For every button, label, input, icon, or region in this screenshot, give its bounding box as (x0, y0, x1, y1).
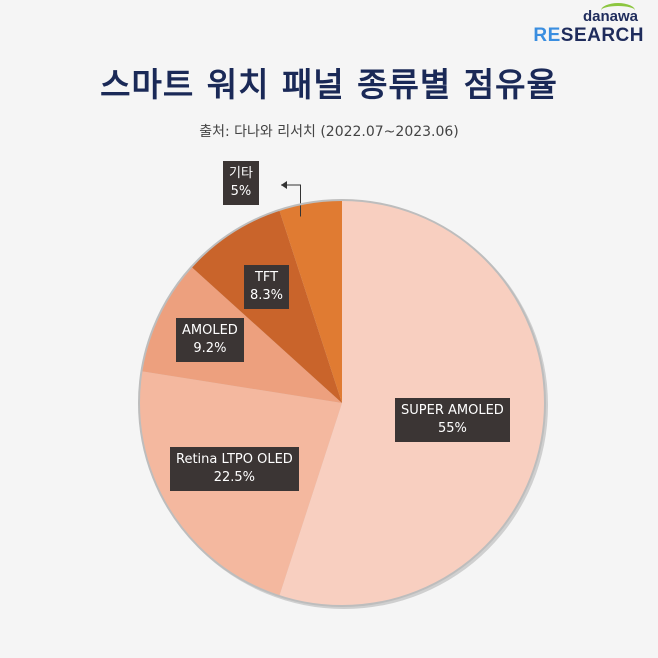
slice-label-value: 9.2% (193, 341, 227, 356)
slice-label: 기타 5% (223, 161, 259, 205)
logo-rest: SEARCH (560, 25, 644, 46)
chart-source: 출처: 다나와 리서치 (2022.07~2023.06) (199, 124, 459, 140)
chart-title: 스마트 워치 패널 종류별 점유율 (100, 65, 558, 104)
pie-slice (279, 200, 342, 403)
leader-line (281, 184, 301, 217)
slice-label-value: 5% (230, 184, 252, 199)
leader-arrow-icon (281, 181, 287, 189)
logo-accent: RE (533, 25, 561, 46)
logo-arc-icon (600, 3, 635, 18)
slice-label: AMOLED 9.2% (176, 318, 244, 362)
slice-label-name: TFT (254, 270, 279, 285)
slice-label-name: SUPER AMOLED (401, 403, 504, 418)
slice-label-name: AMOLED (182, 323, 238, 338)
logo-bottom-text: RESEARCH (533, 26, 644, 45)
slice-label-value: 55% (437, 421, 467, 436)
pie-rim (138, 199, 546, 607)
slice-label: Retina LTPO OLED 22.5% (170, 447, 299, 491)
slice-label: TFT 8.3% (244, 265, 290, 309)
slice-label-name: 기타 (229, 166, 253, 181)
logo-top-text: danawa (583, 3, 638, 24)
slice-label: SUPER AMOLED 55% (395, 398, 510, 442)
slice-label-name: Retina LTPO OLED (176, 452, 293, 467)
slice-label-value: 8.3% (250, 288, 284, 303)
danawa-research-logo: danawa RESEARCH (533, 3, 644, 45)
slice-label-value: 22.5% (213, 470, 256, 485)
